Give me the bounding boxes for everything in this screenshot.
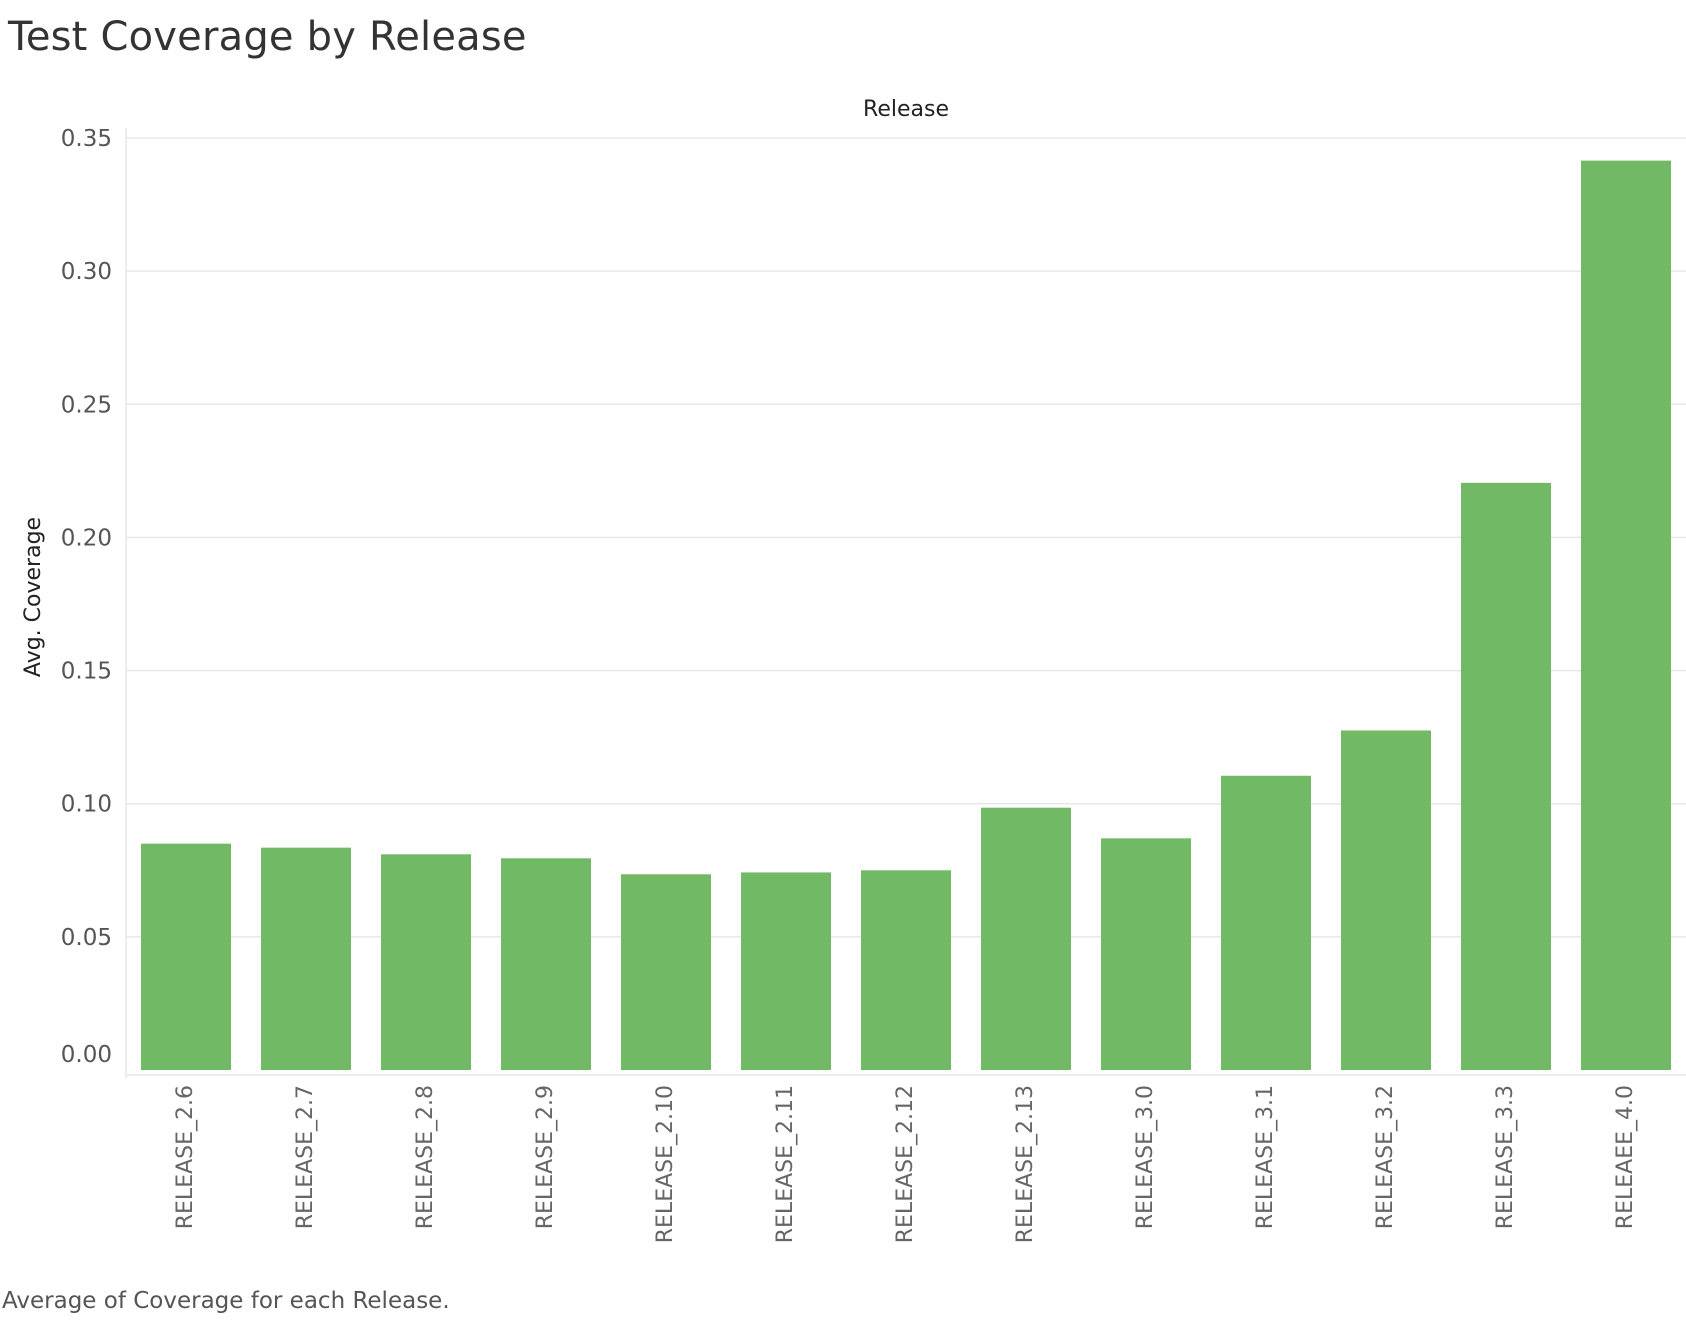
gridlines [126,137,1686,938]
y-tick-label: 0.20 [61,525,112,551]
bar[interactable] [141,843,231,1070]
bar[interactable] [1341,730,1431,1070]
x-category-label: RELEASE_3.1 [1253,1085,1278,1229]
y-tick-label: 0.35 [61,126,112,152]
bar-chart: 0.00 0.05 0.10 0.15 0.20 0.25 0.30 0.35 RELEASE… [21,97,1686,1243]
x-category-label: RELEASE_2.8 [413,1085,438,1229]
bar[interactable] [741,872,831,1070]
x-axis-categories: RELEASE_2.6 RELEASE_2.7 RELEASE_2.8 RELEASE… [173,1085,1638,1243]
x-category-label: RELEASE_3.0 [1133,1085,1158,1229]
x-axis-title: Release [863,97,949,122]
x-category-label: RELEASE_2.7 [293,1085,318,1229]
y-tick-label: 0.05 [61,925,112,951]
y-tick-label: 0.10 [61,792,112,818]
x-category-label: RELEASE_2.11 [773,1085,798,1243]
x-category-label: RELEASE_3.2 [1373,1085,1398,1229]
bar[interactable] [1581,160,1671,1071]
bar[interactable] [1101,838,1191,1070]
x-category-label: RELEAEE_4.0 [1613,1085,1638,1229]
bar[interactable] [1221,775,1311,1070]
x-category-label: RELEASE_3.3 [1493,1085,1518,1229]
bar[interactable] [501,858,591,1070]
x-category-label: RELEASE_2.13 [1013,1085,1038,1243]
bar[interactable] [1461,482,1551,1071]
bar[interactable] [621,874,711,1070]
y-tick-label: 0.15 [61,659,112,685]
x-category-label: RELEASE_2.10 [653,1085,678,1243]
bar[interactable] [861,870,951,1070]
y-tick-label: 0.25 [61,392,112,418]
y-tick-label: 0.00 [61,1042,112,1068]
bars [141,160,1671,1071]
y-axis-title: Avg. Coverage [21,517,46,677]
bar[interactable] [381,854,471,1070]
chart-caption: Average of Coverage for each Release. [2,1288,450,1314]
y-tick-label: 0.30 [61,259,112,285]
bar[interactable] [981,807,1071,1070]
bar[interactable] [261,847,351,1070]
page-title: Test Coverage by Release [8,14,527,60]
x-category-label: RELEASE_2.9 [533,1085,558,1229]
x-category-label: RELEASE_2.6 [173,1085,198,1229]
y-axis-ticks: 0.00 0.05 0.10 0.15 0.20 0.25 0.30 0.35 [61,126,112,1068]
x-category-label: RELEASE_2.12 [893,1085,918,1243]
